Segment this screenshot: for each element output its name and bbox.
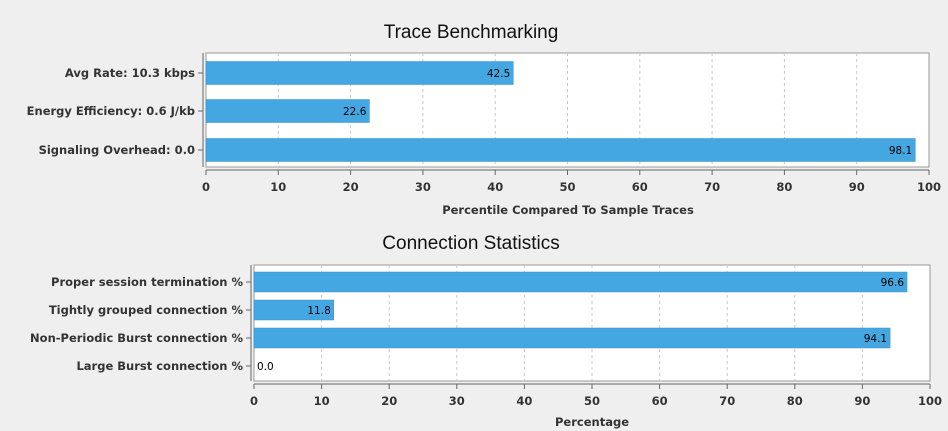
- x-tick-label: 50: [584, 394, 600, 408]
- chart-title: Trace Benchmarking: [384, 22, 559, 43]
- bar: [253, 271, 908, 293]
- value-label: 22.6: [343, 106, 367, 118]
- category-label: Proper session termination %: [51, 275, 243, 289]
- x-tick-label: 10: [270, 180, 286, 194]
- category-label: Non-Periodic Burst connection %: [30, 331, 243, 345]
- category-label: Large Burst connection %: [76, 359, 243, 373]
- x-tick-label: 30: [415, 180, 431, 194]
- x-tick-label: 0: [250, 394, 258, 408]
- bar: [205, 61, 514, 85]
- value-label: 98.1: [889, 145, 912, 157]
- value-label: 11.8: [307, 305, 330, 317]
- x-tick-label: 70: [719, 394, 735, 408]
- value-label: 96.6: [881, 277, 905, 289]
- x-tick-label: 0: [202, 180, 210, 194]
- chart-1: Trace Benchmarking 0 10 20 30 40 50 60 70 80 90 100…: [27, 22, 941, 217]
- chart-title: Connection Statistics: [382, 233, 559, 254]
- x-tick-label: 30: [449, 394, 465, 408]
- bar: [205, 138, 916, 162]
- value-label: 0.0: [257, 361, 274, 373]
- value-label: 94.1: [864, 333, 887, 345]
- category-label: Tightly grouped connection %: [49, 303, 244, 317]
- bar: [253, 327, 891, 349]
- x-tick-label: 100: [917, 180, 941, 194]
- x-tick-label: 80: [776, 180, 792, 194]
- category-label: Energy Efficiency: 0.6 J/kb: [27, 104, 195, 118]
- x-tick-label: 80: [787, 394, 803, 408]
- x-axis-title: Percentile Compared To Sample Traces: [442, 203, 694, 217]
- x-tick-label: 10: [314, 394, 330, 408]
- x-tick-label: 90: [849, 180, 865, 194]
- category-label: Avg Rate: 10.3 kbps: [65, 66, 195, 80]
- chart-2: Connection Statistics 0 10 20 30 40 50 60 70 80 90…: [30, 233, 942, 429]
- category-label: Signaling Overhead: 0.0: [39, 143, 195, 157]
- x-tick-label: 40: [487, 180, 503, 194]
- x-tick-label: 60: [632, 180, 648, 194]
- x-tick-label: 100: [918, 394, 942, 408]
- x-tick-label: 90: [854, 394, 870, 408]
- x-tick-label: 40: [516, 394, 532, 408]
- bar: [253, 299, 335, 321]
- bar: [205, 99, 370, 123]
- x-tick-label: 50: [559, 180, 575, 194]
- x-tick-label: 20: [381, 394, 397, 408]
- value-label: 42.5: [487, 68, 510, 80]
- x-tick-label: 20: [343, 180, 359, 194]
- x-tick-label: 60: [652, 394, 668, 408]
- x-axis-title: Percentage: [555, 415, 629, 429]
- x-tick-label: 70: [704, 180, 720, 194]
